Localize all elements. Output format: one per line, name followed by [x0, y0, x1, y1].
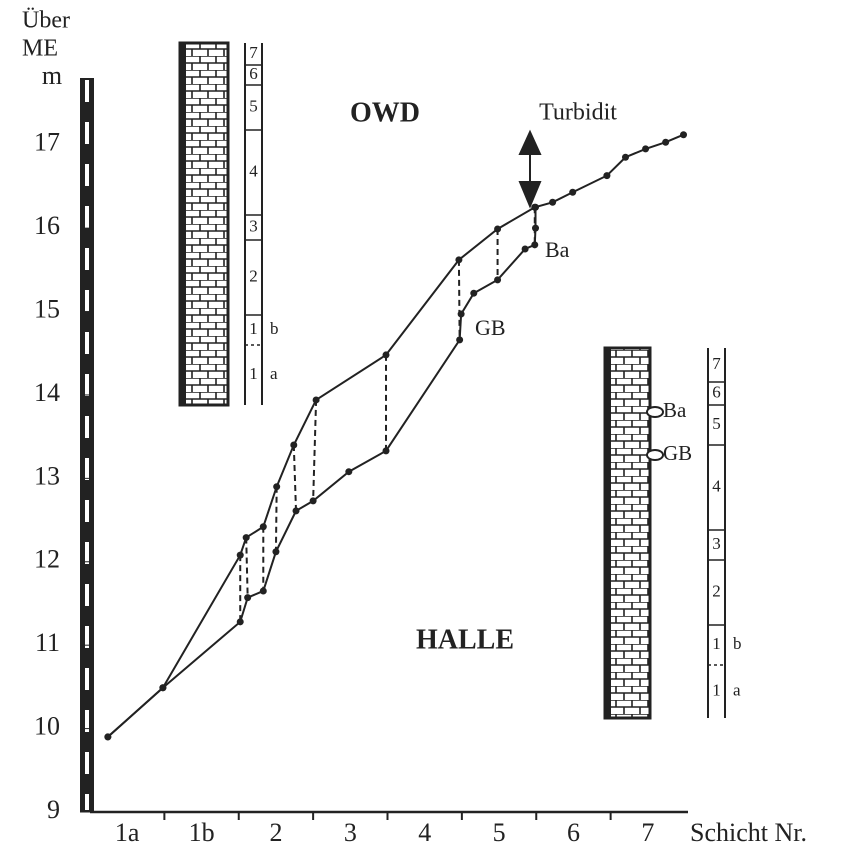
turbidit-arrow: [518, 129, 542, 209]
x-tick-label: 2: [269, 818, 282, 847]
data-point: [642, 145, 650, 153]
data-point: [494, 276, 502, 284]
data-point: [494, 225, 502, 233]
x-axis-label: Schicht Nr.: [690, 818, 807, 847]
y-tick-label: 15: [34, 295, 60, 324]
y-axis-label: m: [42, 61, 62, 90]
brick-column: [603, 346, 652, 720]
data-point: [549, 198, 557, 206]
y-axis-label: ME: [22, 36, 58, 62]
layer-label: 3: [712, 534, 721, 553]
layer-sublabel: b: [270, 319, 279, 338]
layer-label: 1: [249, 319, 258, 338]
data-point: [159, 684, 167, 692]
data-point: [532, 224, 540, 232]
y-axis-bar: [80, 78, 94, 812]
x-tick-label: 1a: [115, 818, 140, 847]
data-point: [470, 289, 478, 297]
data-point: [309, 497, 317, 505]
connector: [245, 537, 249, 598]
data-point: [382, 351, 390, 359]
x-tick-label: 3: [344, 818, 357, 847]
data-point: [569, 188, 577, 196]
data-point: [457, 310, 465, 318]
connector: [292, 444, 298, 511]
data-point: [312, 396, 320, 404]
annotation: Turbidit: [539, 100, 617, 126]
marker-bed: [646, 449, 664, 461]
data-point: [236, 618, 244, 626]
data-point: [104, 733, 112, 741]
y-tick-label: 9: [47, 795, 60, 824]
y-tick-label: 17: [34, 128, 60, 157]
data-point: [236, 551, 244, 559]
layer-sublabel: a: [733, 680, 741, 699]
data-point: [622, 153, 629, 161]
layer-label: 7: [249, 43, 258, 62]
connector: [274, 486, 278, 552]
connector: [312, 399, 318, 501]
data-point: [273, 483, 281, 491]
connector: [457, 259, 461, 340]
series-label: HALLE: [416, 624, 514, 655]
marker-bed: [646, 406, 664, 418]
layer-label: 1: [249, 364, 258, 383]
layer-label: 2: [249, 266, 258, 285]
data-point: [456, 336, 464, 344]
layer-label: 7: [712, 354, 721, 373]
data-point: [532, 203, 540, 211]
data-point: [259, 523, 267, 531]
x-tick-label: 6: [567, 818, 580, 847]
y-tick-label: 13: [34, 461, 60, 490]
data-point: [521, 245, 529, 253]
data-point: [292, 507, 300, 515]
series-label: OWD: [350, 97, 420, 128]
data-point: [290, 441, 298, 449]
annotation: GB: [475, 315, 506, 340]
layer-label: 4: [249, 161, 258, 180]
layer-label: 3: [249, 216, 258, 235]
y-tick-label: 14: [34, 378, 60, 407]
data-point: [662, 138, 670, 146]
layer-label: 1: [712, 680, 721, 699]
y-tick-label: 11: [35, 628, 60, 657]
x-tick-label: 1b: [189, 818, 215, 847]
annotation: Ba: [545, 237, 570, 262]
layer-label: 1: [712, 634, 721, 653]
y-tick-label: 12: [34, 545, 60, 574]
layer-label: 5: [249, 96, 258, 115]
data-point: [345, 468, 353, 476]
layer-label: 6: [249, 64, 258, 83]
data-point: [259, 587, 267, 595]
marker-label: Ba: [663, 398, 687, 422]
data-point: [603, 172, 611, 180]
y-tick-label: 10: [34, 712, 60, 741]
data-point: [242, 534, 250, 542]
layer-label: 5: [712, 414, 721, 433]
x-tick-label: 4: [418, 818, 431, 847]
x-tick-label: 7: [641, 818, 654, 847]
layer-label: 6: [712, 382, 721, 401]
layer-sublabel: b: [733, 634, 742, 653]
data-point: [680, 131, 688, 139]
data-point: [382, 447, 390, 455]
data-point: [531, 241, 539, 249]
y-tick-label: 16: [34, 211, 60, 240]
data-point: [455, 256, 463, 264]
layer-label: 4: [712, 476, 721, 495]
marker-label: GB: [663, 441, 692, 465]
y-axis-label: Über: [22, 8, 70, 34]
brick-column: [178, 41, 230, 407]
x-tick-label: 5: [493, 818, 506, 847]
data-point: [272, 548, 280, 556]
series-line: [107, 207, 537, 738]
data-point: [244, 594, 252, 602]
layer-sublabel: a: [270, 364, 278, 383]
layer-label: 2: [712, 581, 721, 600]
